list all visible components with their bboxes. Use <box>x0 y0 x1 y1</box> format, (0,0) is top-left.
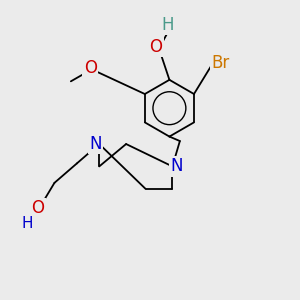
Text: Br: Br <box>211 54 229 72</box>
Text: H: H <box>162 16 174 34</box>
Text: O: O <box>32 199 44 217</box>
Text: H: H <box>22 216 33 231</box>
Text: N: N <box>89 135 102 153</box>
Text: O: O <box>84 59 97 77</box>
Text: O: O <box>149 38 163 56</box>
Text: N: N <box>171 158 183 175</box>
